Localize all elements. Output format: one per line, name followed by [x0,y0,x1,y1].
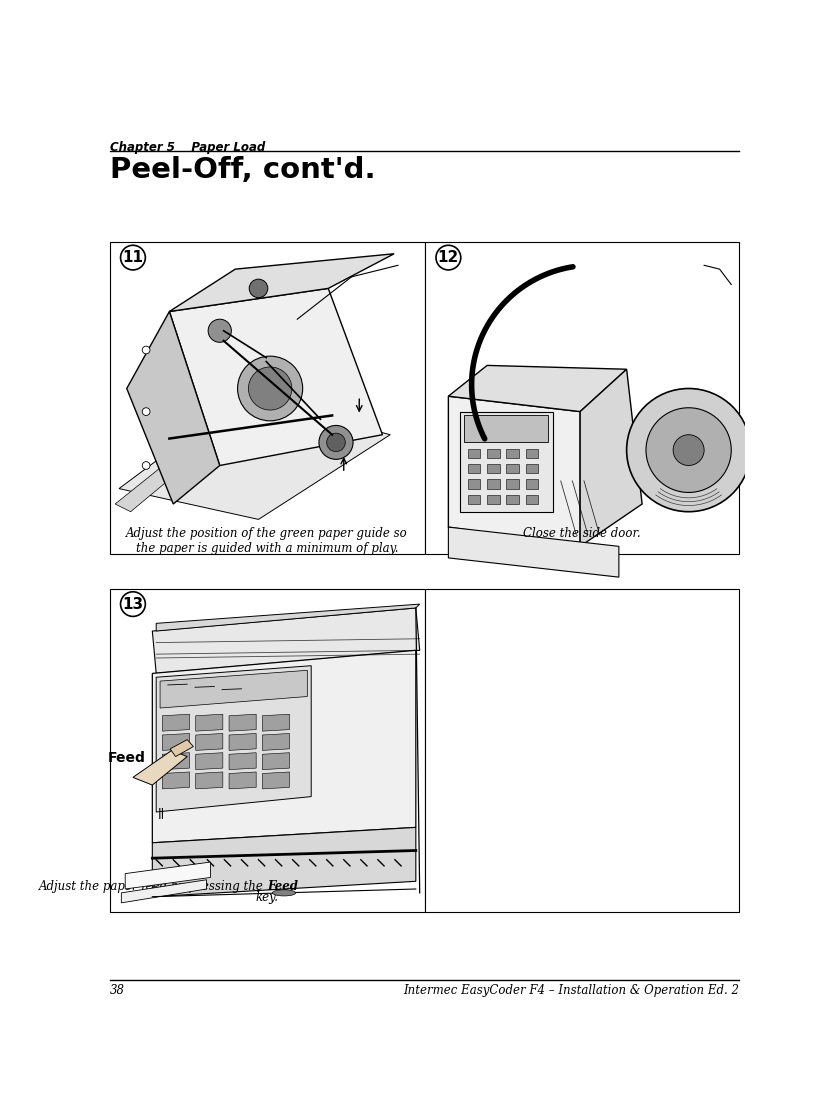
Polygon shape [229,734,256,750]
Bar [424,242,739,554]
Polygon shape [262,715,289,731]
Bar [486,464,499,473]
Text: 13: 13 [122,597,143,612]
Polygon shape [195,772,222,788]
Circle shape [249,279,267,298]
Bar [467,495,480,504]
Bar [486,448,499,458]
Polygon shape [448,528,618,577]
Circle shape [327,433,345,451]
Polygon shape [115,408,251,512]
Polygon shape [580,370,642,547]
Bar [506,448,519,458]
Text: ||: || [158,808,165,819]
Polygon shape [156,604,419,631]
Circle shape [121,245,146,270]
Circle shape [645,408,730,493]
Text: Adjust the position of the green paper guide so
the paper is guided with a minim: Adjust the position of the green paper g… [126,528,408,556]
Text: Feed: Feed [108,752,146,765]
Text: Peel-Off, cont'd.: Peel-Off, cont'd. [109,156,375,184]
Bar [525,464,538,473]
Circle shape [121,591,146,616]
Text: Feed: Feed [266,879,298,893]
Bar [486,479,499,488]
Text: key.: key. [256,890,278,904]
Polygon shape [156,665,311,812]
Text: Intermec EasyCoder F4 – Installation & Operation Ed. 2: Intermec EasyCoder F4 – Installation & O… [403,984,739,998]
Polygon shape [162,772,189,788]
Ellipse shape [272,889,295,896]
Polygon shape [170,288,382,466]
Circle shape [248,367,291,410]
Text: Adjust the paper feed by pressing the: Adjust the paper feed by pressing the [38,879,266,893]
Polygon shape [160,670,307,708]
Bar [486,495,499,504]
Text: Close the side door.: Close the side door. [522,528,640,540]
Bar [467,448,480,458]
Bar [506,479,519,488]
Polygon shape [119,396,390,520]
Text: Chapter 5    Paper Load: Chapter 5 Paper Load [109,140,265,153]
Polygon shape [448,365,626,411]
Polygon shape [262,772,289,788]
Polygon shape [262,753,289,769]
Bar [467,464,480,473]
Polygon shape [448,396,580,547]
Circle shape [318,426,352,459]
Circle shape [237,356,303,421]
Bar [525,448,538,458]
Polygon shape [195,734,222,750]
Bar [424,589,739,912]
Polygon shape [152,608,419,673]
Bar [467,479,480,488]
Text: 12: 12 [437,250,458,265]
Text: 38: 38 [109,984,125,998]
Polygon shape [262,734,289,750]
Polygon shape [122,879,206,903]
Circle shape [142,461,150,469]
Text: 11: 11 [122,250,143,265]
Polygon shape [162,715,189,731]
Bar [525,479,538,488]
Bar [109,589,424,912]
Polygon shape [127,311,219,504]
Circle shape [208,319,231,343]
Circle shape [436,245,460,270]
Bar [463,416,547,442]
Bar [506,464,519,473]
Circle shape [626,389,750,512]
Bar [525,495,538,504]
Polygon shape [195,715,222,731]
Polygon shape [170,739,194,756]
Polygon shape [229,772,256,788]
Polygon shape [229,715,256,731]
Polygon shape [170,254,394,311]
Circle shape [142,408,150,416]
Circle shape [672,435,703,466]
Bar [109,242,424,554]
Polygon shape [152,828,415,897]
Polygon shape [133,750,187,785]
Bar [506,495,519,504]
Circle shape [142,346,150,354]
Polygon shape [195,753,222,769]
Polygon shape [162,734,189,750]
Polygon shape [162,753,189,769]
Polygon shape [229,753,256,769]
Bar [460,411,552,512]
Polygon shape [125,862,210,889]
Polygon shape [152,651,415,842]
